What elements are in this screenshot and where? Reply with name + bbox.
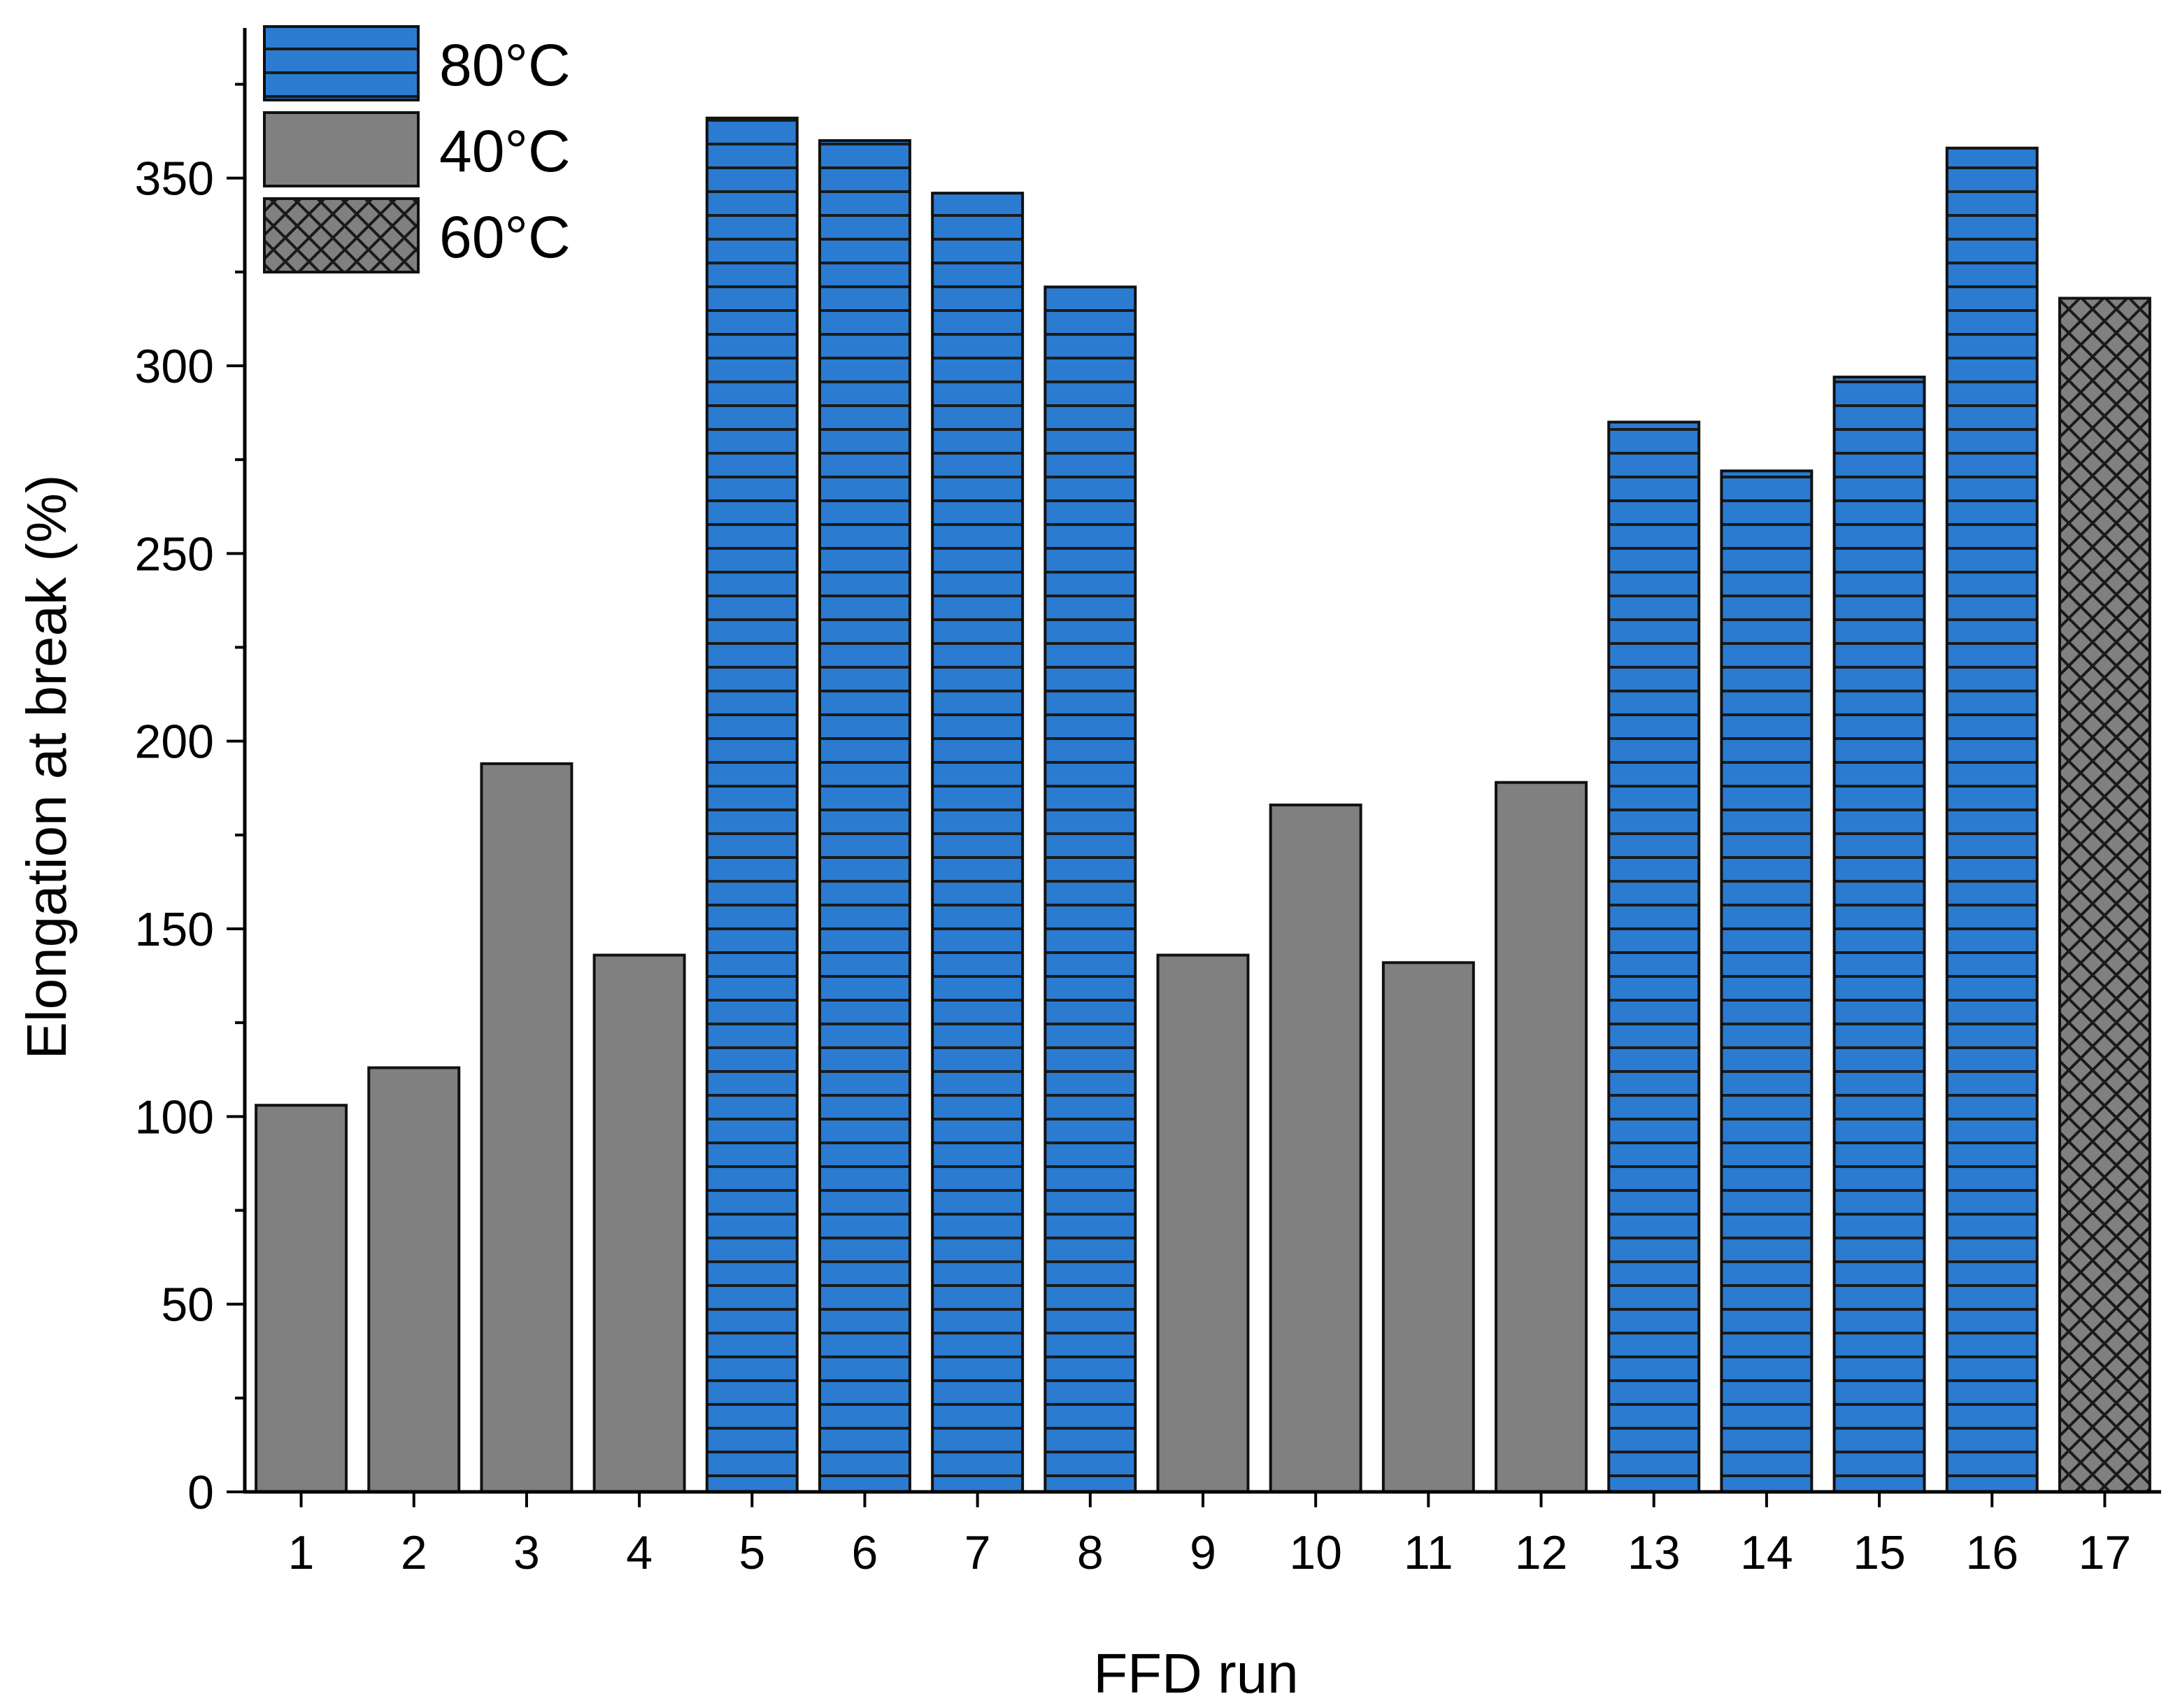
bar-run-14 — [1720, 469, 1814, 1493]
bar-run-15 — [1832, 376, 1926, 1493]
legend-swatch — [263, 111, 420, 187]
x-tick-label: 17 — [2079, 1526, 2132, 1579]
x-tick-label: 13 — [1627, 1526, 1681, 1579]
bars — [255, 116, 2151, 1494]
bar-run-7 — [931, 192, 1025, 1494]
x-tick-label: 15 — [1853, 1526, 1906, 1579]
axes: 1 2 3 4 5 6 7 8 9 10 11 12 13 14 15 16 17050100150200250… — [15, 28, 2161, 1705]
x-tick-label: 10 — [1289, 1526, 1342, 1579]
bar-run-8 — [1043, 285, 1137, 1493]
x-tick-label: 4 — [626, 1526, 653, 1579]
y-tick-label: 250 — [135, 527, 214, 581]
bar-run-10 — [1269, 803, 1362, 1493]
bar-run-5 — [705, 116, 799, 1493]
bar-run-11 — [1381, 961, 1475, 1494]
x-tick-label: 12 — [1515, 1526, 1568, 1579]
y-tick-label: 350 — [135, 152, 214, 206]
legend-label: 60°C — [439, 204, 571, 270]
x-tick-label: 7 — [964, 1526, 991, 1579]
legend-swatch — [263, 197, 420, 273]
bar-run-6 — [818, 139, 911, 1493]
legend-label: 80°C — [439, 32, 571, 98]
y-tick-label: 0 — [187, 1466, 214, 1519]
x-tick-label: 6 — [852, 1526, 878, 1579]
legend-label: 40°C — [439, 118, 571, 184]
x-tick-label: 8 — [1077, 1526, 1104, 1579]
bar-run-17 — [2058, 297, 2151, 1493]
y-axis-title: Elongation at break (%) — [15, 474, 78, 1059]
y-tick-label: 100 — [135, 1090, 214, 1144]
bar-run-16 — [1945, 146, 2039, 1494]
bar-run-13 — [1607, 420, 1701, 1493]
x-tick-label: 1 — [288, 1526, 315, 1579]
x-tick-label: 11 — [1404, 1526, 1453, 1579]
x-tick-label: 3 — [513, 1526, 540, 1579]
y-tick-label: 150 — [135, 903, 214, 956]
bar-run-4 — [592, 953, 686, 1493]
y-tick-label: 300 — [135, 340, 214, 393]
x-tick-label: 14 — [1740, 1526, 1793, 1579]
x-axis-title: FFD run — [1093, 1642, 1298, 1705]
x-tick-label: 5 — [739, 1526, 765, 1579]
bar-run-9 — [1156, 953, 1250, 1493]
bar-run-12 — [1495, 781, 1588, 1493]
legend: 80°C 40°C 60°C — [263, 25, 571, 273]
y-tick-label: 50 — [161, 1279, 214, 1332]
bar-run-2 — [367, 1066, 461, 1493]
bar-run-3 — [480, 762, 574, 1493]
y-tick-label: 200 — [135, 716, 214, 769]
x-tick-label: 16 — [1965, 1526, 2018, 1579]
bar-run-1 — [255, 1104, 348, 1493]
legend-swatch — [263, 25, 420, 101]
x-tick-label: 2 — [401, 1526, 427, 1579]
x-tick-label: 9 — [1190, 1526, 1216, 1579]
